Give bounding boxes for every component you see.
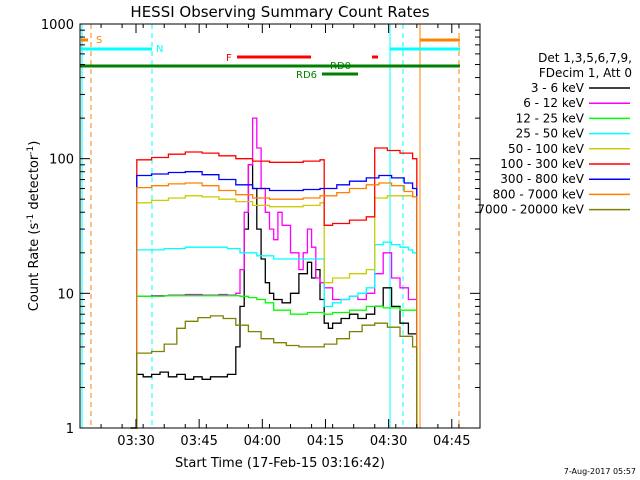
legend-label: 300 - 800 keV [500, 172, 584, 186]
y-tick-label: 1000 [41, 18, 74, 33]
series-line [130, 164, 418, 429]
series-line [130, 195, 418, 429]
legend-label: 50 - 100 keV [508, 142, 585, 156]
series-line [130, 117, 418, 429]
y-axis-label-part2: detector [27, 154, 42, 214]
state-bar-label: RD0 [330, 61, 351, 72]
plot-frame [79, 23, 481, 429]
series-line [130, 171, 418, 429]
x-tick-label: 03:30 [117, 434, 154, 449]
y-tick-label: 10 [57, 287, 74, 302]
legend-label: 3 - 6 keV [531, 81, 585, 95]
legend-label: 7000 - 20000 keV [477, 203, 584, 217]
x-axis-label: Start Time (17-Feb-15 03:16:42) [175, 456, 385, 471]
y-tick-label: 100 [49, 153, 74, 168]
legend-header-line1: Det 1,3,5,6,7,9, [538, 51, 632, 65]
series-line [130, 241, 418, 429]
y-axis-label-part3: ) [27, 141, 42, 146]
x-tick-label: 04:45 [433, 434, 470, 449]
legend-label: 6 - 12 keV [523, 96, 585, 110]
state-bar-label: RD6 [296, 70, 317, 81]
x-tick-label: 03:45 [180, 434, 217, 449]
series-line [130, 182, 418, 429]
y-axis-label: Count Rate (s-1 detector-1) [26, 141, 42, 312]
state-bar-label: F [226, 53, 232, 64]
state-bar-label: N [156, 44, 163, 55]
chart-title: HESSI Observing Summary Count Rates [130, 3, 429, 21]
legend-header-line2: FDecim 1, Att 0 [539, 66, 632, 80]
legend-label: 800 - 7000 keV [493, 187, 585, 201]
series-line [130, 295, 418, 429]
axes: 1 10 100 1000 03:30 03:45 04:00 04:15 04:30 04:45 [41, 18, 481, 449]
x-tick-label: 04:00 [244, 434, 281, 449]
series-line [130, 147, 418, 429]
y-tick-label: 1 [66, 422, 74, 437]
series-line [130, 315, 418, 429]
x-tick-label: 04:30 [370, 434, 407, 449]
data-marks: S N F RD0 RD6 [80, 24, 460, 429]
state-bar-label: S [96, 35, 102, 46]
footer-date: 7-Aug-2017 05:57 [564, 467, 636, 476]
y-axis-label-sup1: -1 [26, 214, 36, 223]
y-axis-label-sup2: -1 [26, 146, 36, 155]
legend-label: 25 - 50 keV [516, 127, 585, 141]
x-tick-label: 04:15 [307, 434, 344, 449]
y-axis-label-part1: Count Rate (s [27, 223, 42, 312]
legend-label: 100 - 300 keV [500, 157, 584, 171]
legend-label: 12 - 25 keV [516, 111, 585, 125]
